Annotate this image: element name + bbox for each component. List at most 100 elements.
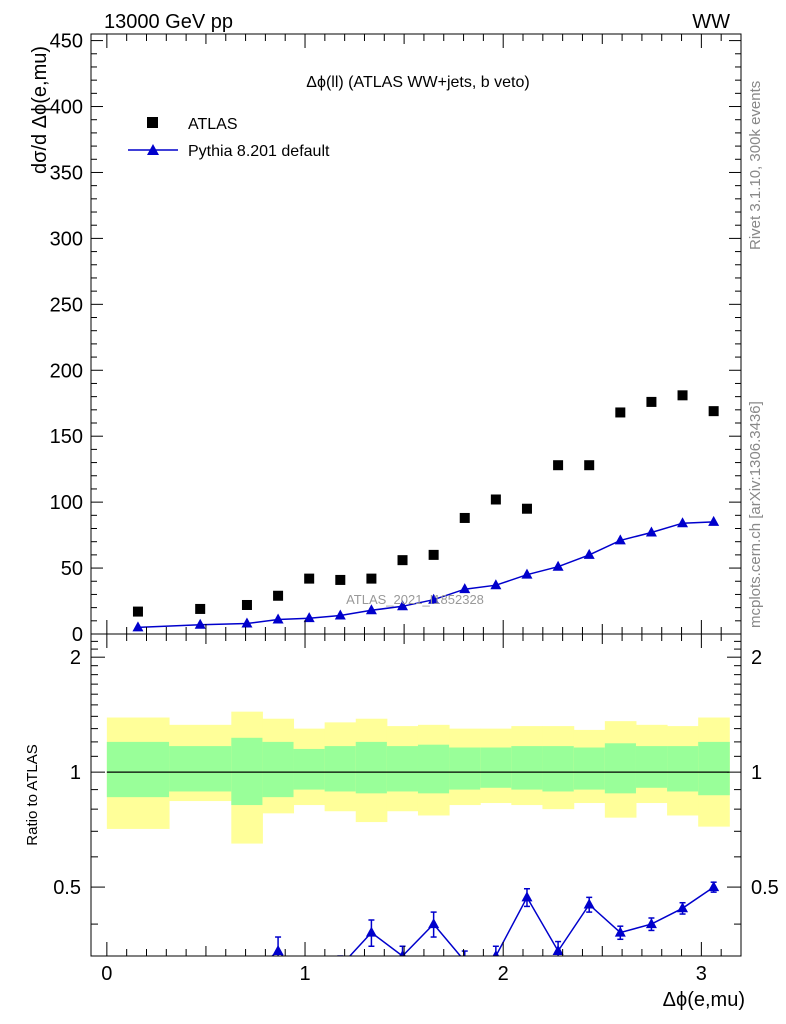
ratio-line <box>271 886 715 956</box>
pythia-point <box>365 604 377 615</box>
pythia-point <box>194 618 206 629</box>
uncertainty-band-inner <box>698 741 730 796</box>
atlas-point <box>459 512 470 523</box>
atlas-point <box>241 599 252 610</box>
ratio-series <box>132 881 720 981</box>
ratio-point <box>677 902 689 913</box>
y-tick-label: 200 <box>50 360 83 382</box>
atlas-point <box>615 407 626 418</box>
atlas-point <box>132 606 143 617</box>
rivet-label: Rivet 3.1.10, 300k events <box>747 81 764 250</box>
uncertainty-band-inner <box>604 743 637 794</box>
atlas-point <box>521 503 532 514</box>
atlas-point <box>677 390 688 401</box>
ratio-point <box>132 971 143 981</box>
ratio-point <box>195 966 206 976</box>
uncertainty-band-inner <box>417 744 450 794</box>
ratio-point <box>464 955 466 956</box>
y-tick-label: 150 <box>50 426 83 448</box>
pythia-point <box>614 534 626 545</box>
uncertainty-band-inner <box>573 747 606 790</box>
legend-atlas-label: ATLAS <box>188 116 238 133</box>
atlas-point <box>490 494 501 505</box>
uncertainty-band-inner <box>480 747 512 788</box>
ratio-y-axis-label: Ratio to ATLAS <box>24 744 41 845</box>
x-tick-label: 1 <box>299 963 310 985</box>
pythia-point <box>583 548 595 559</box>
ratio-point <box>521 891 533 902</box>
pythia-point <box>490 579 502 590</box>
ratio-y-tick-label: 1 <box>70 762 81 784</box>
uncertainty-band-inner <box>635 746 668 788</box>
atlas-point <box>335 574 346 585</box>
legend-pythia-marker <box>147 144 159 155</box>
uncertainty-band-inner <box>542 746 575 792</box>
uncertainty-band-inner <box>355 741 388 794</box>
ratio-point <box>552 945 564 956</box>
y-tick-label: 400 <box>50 97 83 119</box>
y-tick-label: 350 <box>50 162 83 184</box>
y-axis-label: dσ/d Δϕ(e,mu) <box>29 46 51 174</box>
atlas-point <box>428 549 439 560</box>
x-tick-label: 0 <box>101 963 112 985</box>
atlas-point <box>366 573 377 584</box>
legend-atlas-marker <box>147 117 158 128</box>
uncertainty-band-inner <box>511 746 543 790</box>
header-left: 13000 GeV pp <box>104 11 233 33</box>
legend-pythia-label: Pythia 8.201 default <box>188 143 330 160</box>
y-tick-label: 0 <box>72 624 83 646</box>
pythia-point <box>397 600 409 611</box>
ratio-point <box>645 918 657 929</box>
uncertainty-band-inner <box>449 747 481 790</box>
uncertainty-band-inner <box>667 746 699 792</box>
ratio-point <box>272 945 284 956</box>
atlas-point <box>304 573 315 584</box>
pythia-point <box>303 612 315 623</box>
ratio-point <box>335 960 346 970</box>
pythia-point <box>459 583 471 594</box>
pythia-point <box>428 593 440 604</box>
ratio-point <box>241 971 252 981</box>
legend: ATLAS Pythia 8.201 default <box>128 116 330 160</box>
atlas-point <box>646 396 657 407</box>
x-tick-label: 2 <box>498 963 509 985</box>
ratio-y-tick-label-right: 0.5 <box>751 877 779 899</box>
ratio-y-tick-label: 2 <box>70 647 81 669</box>
pythia-point <box>241 617 253 628</box>
ratio-point <box>614 926 626 937</box>
y-tick-label: 300 <box>50 228 83 250</box>
uncertainty-band-inner <box>293 748 326 790</box>
y-tick-label: 50 <box>61 558 83 580</box>
ratio-panel: 0.5 0.5 1 1 2 2 0 1 2 3 Ratio to ATLAS Δϕ(e,mu) <box>24 633 779 1011</box>
pythia-point <box>677 517 689 528</box>
uncertainty-band-inner <box>386 746 419 792</box>
atlas-point <box>708 406 719 417</box>
uncertainty-band-inner <box>106 741 170 798</box>
atlas-point <box>584 460 595 471</box>
y-tick-label: 100 <box>50 492 83 514</box>
watermark: ATLAS_2021_I1852328 <box>346 592 484 607</box>
pythia-point <box>334 609 346 620</box>
ratio-y-tick-label-right: 2 <box>751 647 762 669</box>
pythia-point <box>708 515 720 526</box>
y-tick-label: 250 <box>50 294 83 316</box>
main-panel: 0 50 100 150 200 250 300 350 400 450 Δϕ(ll) (ATLA… <box>29 31 742 646</box>
pythia-point <box>132 621 144 632</box>
uncertainty-band-inner <box>324 746 357 792</box>
atlas-point <box>397 555 408 566</box>
x-axis-label: Δϕ(e,mu) <box>663 989 745 1011</box>
ratio-point <box>583 898 595 909</box>
mcplots-label: mcplots.cern.ch [arXiv:1306.3436] <box>747 401 764 628</box>
ratio-point <box>492 950 500 956</box>
pythia-point <box>552 560 564 571</box>
header-right: WW <box>692 11 730 33</box>
atlas-point <box>553 460 564 471</box>
chart-title: Δϕ(ll) (ATLAS WW+jets, b veto) <box>306 74 529 91</box>
pythia-line <box>137 521 714 629</box>
ratio-y-tick-label: 0.5 <box>53 877 81 899</box>
uncertainty-band-inner <box>262 741 295 798</box>
ratio-point <box>365 926 377 937</box>
ratio-frame <box>90 633 742 957</box>
x-tick-label: 3 <box>696 963 707 985</box>
